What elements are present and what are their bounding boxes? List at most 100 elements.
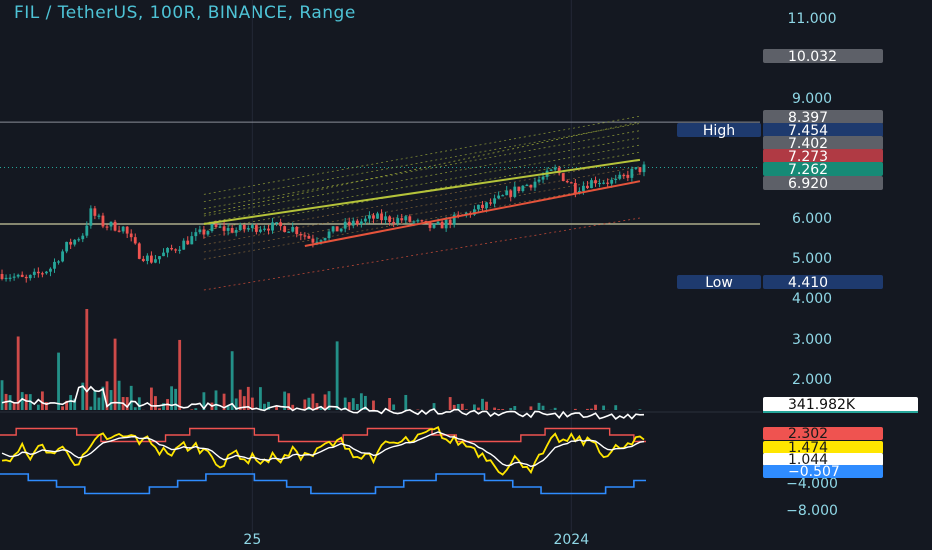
channel-dotted-line <box>203 115 641 195</box>
candle-body <box>73 239 77 245</box>
candle-body <box>214 224 218 228</box>
candle-body <box>420 220 424 222</box>
candle <box>145 253 149 265</box>
volume-bar <box>16 336 20 410</box>
candle-body <box>408 216 412 222</box>
volume-bar <box>472 404 476 410</box>
candle <box>335 226 339 232</box>
horizontal-levels <box>0 121 760 225</box>
candle <box>493 194 497 208</box>
label-background <box>677 275 761 289</box>
osc-tick-label: −4.000 <box>786 476 838 492</box>
high-label: High <box>677 123 761 139</box>
volume-bar <box>283 391 287 410</box>
candle-body <box>141 258 145 261</box>
candle-body <box>287 231 291 233</box>
candle <box>190 231 194 245</box>
price-tick-label: 5.000 <box>792 251 832 267</box>
candle-body <box>319 240 323 242</box>
candle-body <box>610 179 614 184</box>
candle <box>186 236 190 245</box>
price-axis[interactable]: 11.000 9.000 6.000 5.000 4.000 3.000 2.000 −4.0… <box>786 11 838 519</box>
channel-upper-line <box>203 158 641 225</box>
candle <box>182 238 186 250</box>
candle <box>368 211 371 224</box>
volume-bar <box>291 404 295 410</box>
volume-bar <box>222 393 226 410</box>
volume-bar <box>388 397 392 410</box>
volume-bar <box>178 339 182 410</box>
candle <box>40 271 44 278</box>
volume-bar <box>149 387 153 410</box>
candle <box>384 211 387 224</box>
candles[interactable] <box>0 161 646 283</box>
volume-bar <box>162 403 165 410</box>
volume-bar <box>452 404 456 410</box>
candle-body <box>557 167 561 174</box>
candle <box>230 224 234 234</box>
candle-body <box>61 251 64 262</box>
candle <box>73 239 77 247</box>
candle-body <box>190 236 194 245</box>
candle-body <box>642 164 646 173</box>
candle <box>521 185 525 193</box>
tag-background <box>763 427 883 440</box>
channel-lower-band <box>203 217 641 291</box>
candle <box>194 228 198 241</box>
candle-body <box>392 221 396 224</box>
candle-body <box>586 185 589 189</box>
candle <box>327 228 331 241</box>
tag-text: 10.032 <box>788 49 837 65</box>
chart-title: FIL / TetherUS, 100R, BINANCE, Range <box>14 3 356 23</box>
candle <box>376 211 379 219</box>
candle <box>517 186 521 194</box>
price-tick-label: 9.000 <box>792 91 832 107</box>
time-axis[interactable]: 25 2024 <box>243 532 589 548</box>
candle <box>291 222 295 233</box>
candle <box>267 224 270 235</box>
candle-body <box>149 255 153 263</box>
tag-text: 2.302 <box>788 426 828 442</box>
candle <box>606 178 610 188</box>
volume-bars <box>0 309 645 420</box>
candle-body <box>432 224 436 228</box>
candle <box>154 254 157 264</box>
candle-body <box>561 173 565 181</box>
candle <box>57 260 60 265</box>
candle <box>525 183 529 187</box>
candle <box>359 218 363 228</box>
candle-body <box>363 218 367 222</box>
candle <box>12 273 16 281</box>
volume-bar <box>586 408 589 410</box>
candle-body <box>553 167 557 170</box>
candle-body <box>485 202 488 209</box>
candle-body <box>565 180 569 183</box>
regression-channel[interactable] <box>203 158 641 247</box>
regression-channel-fill <box>203 115 641 291</box>
volume-bar <box>242 396 246 410</box>
candle <box>254 223 258 235</box>
candle-body <box>594 180 597 184</box>
candle-body <box>16 274 20 277</box>
volume-bar <box>315 403 319 410</box>
time-axis-label: 2024 <box>553 532 589 548</box>
level-tag-7402: 7.402 <box>763 136 883 152</box>
level-tag-7273: 7.273 <box>763 149 883 165</box>
candle-body <box>537 179 541 182</box>
candle <box>343 218 347 233</box>
candle <box>622 173 626 180</box>
candle-body <box>0 274 4 279</box>
volume-bar <box>267 401 270 410</box>
high-line-tag: 10.032 <box>763 49 883 65</box>
candle <box>129 229 133 242</box>
candle-body <box>279 222 283 227</box>
label-background <box>677 123 761 137</box>
candle <box>598 178 601 188</box>
candle-body <box>529 184 533 188</box>
volume-bar <box>113 338 117 410</box>
price-tick-label: 4.000 <box>792 291 832 307</box>
candle <box>20 271 24 278</box>
candle <box>404 214 408 224</box>
candle <box>307 233 311 239</box>
